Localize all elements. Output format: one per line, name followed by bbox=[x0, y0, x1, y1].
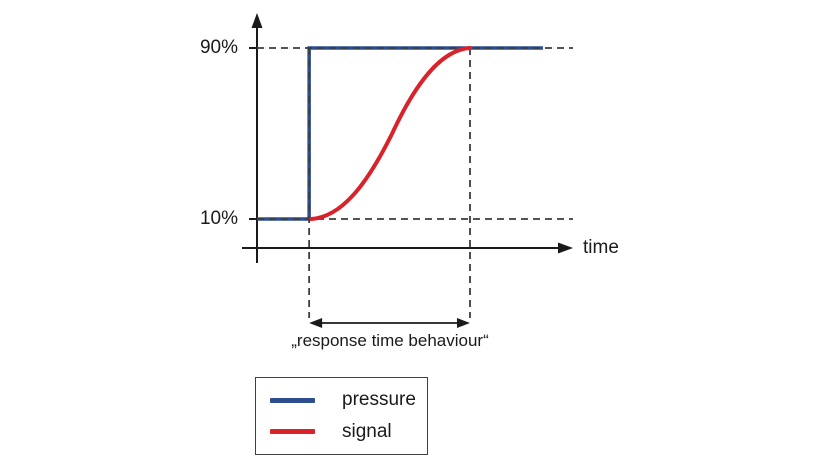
response-interval-left-arrowhead-icon bbox=[309, 318, 323, 328]
legend-item-signal: signal bbox=[256, 421, 427, 443]
response-interval-right-arrowhead-icon bbox=[456, 318, 470, 328]
x-axis-arrowhead-icon bbox=[558, 242, 573, 254]
y-axis-label-10pct: 10% bbox=[199, 208, 238, 229]
y-axis-arrowhead-icon bbox=[251, 13, 263, 28]
pressure-step-line bbox=[257, 46, 543, 221]
pressure-line-swatch-icon bbox=[270, 397, 315, 403]
y-axis-label-90pct: 90% bbox=[199, 37, 238, 58]
legend-label-pressure: pressure bbox=[342, 389, 416, 411]
legend-label-signal: signal bbox=[342, 420, 392, 442]
signal-line-swatch-icon bbox=[270, 429, 315, 435]
legend-box: pressure signal bbox=[255, 377, 428, 455]
x-axis-label-time: time bbox=[583, 237, 619, 258]
legend-item-pressure: pressure bbox=[256, 389, 427, 411]
signal-sigmoid-curve bbox=[309, 46, 472, 221]
annotation-response-time-behaviour: „response time behaviour“ bbox=[291, 331, 489, 350]
